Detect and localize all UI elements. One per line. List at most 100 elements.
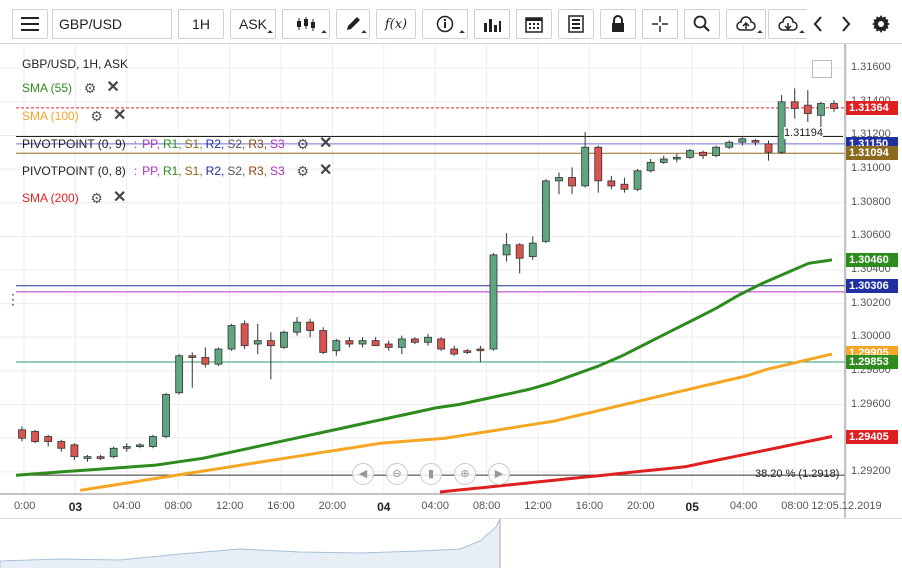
pivot-item-s2: S2, <box>227 137 246 151</box>
crosshair-value: 1.31194 <box>784 127 823 139</box>
price-tag: 1.31364 <box>846 100 898 115</box>
time-tick-label: 04:00 <box>113 500 141 512</box>
hamburger-icon <box>21 17 39 31</box>
legend-sma100: SMA (100) ⚙ ✕ <box>22 107 127 125</box>
price-tick-label: 1.30800 <box>851 195 891 208</box>
time-tick-label: 16:00 <box>267 500 295 512</box>
calendar-button[interactable] <box>516 9 552 39</box>
gear-icon[interactable]: ⚙ <box>296 136 310 152</box>
toolbar: GBP/USD 1H ASK f(x) <box>0 0 902 44</box>
scroll-right-button[interactable] <box>834 9 858 39</box>
chart-grid <box>0 44 847 494</box>
pivot2-label: PIVOTPOINT (0, 8) <box>22 164 126 178</box>
candle-body <box>476 348 485 352</box>
sma55-label: SMA (55) <box>22 81 73 95</box>
zoom-out-button[interactable]: ⊖ <box>386 463 408 485</box>
candlestick-icon <box>297 17 315 31</box>
close-icon[interactable]: ✕ <box>113 189 127 206</box>
navigator-window[interactable] <box>500 519 902 568</box>
pivot-item-s3: S3 <box>270 137 285 151</box>
candle-body <box>411 338 419 343</box>
candle-body <box>240 323 249 347</box>
time-tick-label: 12:00 <box>524 500 552 512</box>
candle-body <box>686 150 694 158</box>
price-tick-label: 1.30200 <box>851 296 891 309</box>
symbol-label: GBP/USD <box>59 16 123 32</box>
candle-body <box>817 103 825 116</box>
candle-body <box>672 156 681 160</box>
candle-body <box>175 355 184 394</box>
pivot-item-s3: S3 <box>270 164 285 178</box>
candle-body <box>122 446 131 449</box>
candle-body <box>227 325 236 350</box>
moving-averages <box>15 258 833 494</box>
candle-body <box>450 348 459 355</box>
candlesticks <box>18 88 838 462</box>
candle-body <box>96 456 105 459</box>
candle-body <box>502 244 511 256</box>
price-tag: 1.30306 <box>846 278 898 293</box>
gear-icon[interactable]: ⚙ <box>83 80 97 96</box>
info-button[interactable] <box>422 9 468 39</box>
crosshair-button[interactable] <box>642 9 678 39</box>
volume-button[interactable] <box>474 9 510 39</box>
navigator-panel[interactable] <box>0 518 902 568</box>
price-tick-label: 1.30000 <box>851 330 891 343</box>
candle-body <box>725 141 734 148</box>
candle-body <box>31 431 39 442</box>
draw-tool-button[interactable] <box>336 9 370 39</box>
pivot1-items: PP, R1, S1, R2, S2, R3, S3 <box>139 137 285 151</box>
candle-body <box>830 103 838 109</box>
candle-body <box>581 146 590 187</box>
gear-icon[interactable]: ⚙ <box>90 108 103 124</box>
nav-right-button[interactable]: ▶ <box>488 463 510 485</box>
menu-button[interactable] <box>12 9 48 39</box>
candle-body <box>44 436 53 442</box>
zoom-button[interactable] <box>684 9 720 39</box>
price-tick-label: 1.31000 <box>851 162 891 175</box>
close-icon[interactable]: ✕ <box>106 79 120 96</box>
candle-body <box>489 254 498 350</box>
settings-button[interactable] <box>866 9 896 39</box>
price-tick-label: 1.30600 <box>851 229 891 242</box>
download-button[interactable] <box>768 9 808 39</box>
close-icon[interactable]: ✕ <box>113 107 127 124</box>
fib-label: 38.20 % (1.2918) <box>755 468 840 480</box>
chevron-right-icon <box>842 16 851 32</box>
timeframe-selector[interactable]: 1H <box>178 9 224 39</box>
price-chart[interactable] <box>0 44 902 518</box>
time-tick-label: 04 <box>377 500 391 514</box>
popout-icon[interactable] <box>812 60 832 78</box>
zoom-in-button[interactable]: ⊕ <box>454 463 476 485</box>
chart-type-button[interactable] <box>282 9 330 39</box>
price-tag: 1.30460 <box>846 252 898 267</box>
close-icon[interactable]: ✕ <box>319 162 333 179</box>
gear-icon <box>872 15 890 33</box>
gear-icon[interactable]: ⚙ <box>90 190 103 206</box>
candle-body <box>345 340 354 345</box>
upload-button[interactable] <box>726 9 766 39</box>
reset-button[interactable]: ▮ <box>420 463 442 485</box>
candle-body <box>384 343 393 348</box>
candle-body <box>633 170 642 190</box>
candle-body <box>790 101 799 109</box>
indicators-button[interactable]: f(x) <box>376 9 416 39</box>
lock-button[interactable] <box>600 9 636 39</box>
candle-body <box>18 429 26 439</box>
scroll-left-button[interactable] <box>806 9 830 39</box>
legend-pivot1: PIVOTPOINT (0, 9) : PP, R1, S1, R2, S2, R3, S3… <box>22 135 333 153</box>
symbol-selector[interactable]: GBP/USD <box>52 9 172 39</box>
candle-body <box>109 447 118 458</box>
sma55-line <box>15 258 833 477</box>
nav-left-button[interactable]: ◀ <box>352 463 374 485</box>
candle-body <box>437 338 445 350</box>
drag-handle-icon[interactable]: ⋮ <box>6 291 20 307</box>
time-tick-label: 20:00 <box>627 500 655 512</box>
news-button[interactable] <box>558 9 594 39</box>
function-icon: f(x) <box>384 16 408 32</box>
gear-icon[interactable]: ⚙ <box>296 163 310 179</box>
price-type-selector[interactable]: ASK <box>230 9 276 39</box>
candle-body <box>515 244 524 259</box>
candle-body <box>83 456 92 459</box>
close-icon[interactable]: ✕ <box>319 135 333 152</box>
